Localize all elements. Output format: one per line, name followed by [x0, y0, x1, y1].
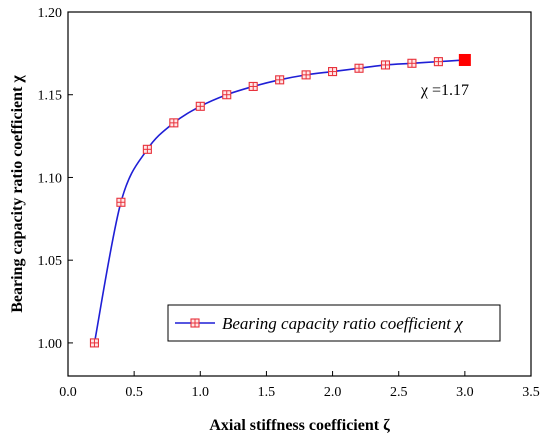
legend-box — [167, 304, 501, 342]
data-point — [169, 118, 179, 128]
data-point — [195, 101, 205, 111]
y-axis-label: Bearing capacity ratio coefficient χ — [9, 75, 26, 313]
x-axis-ticks: 0.0 0.5 1.0 1.5 2.0 2.5 3.0 3.5 — [59, 371, 540, 400]
data-point — [433, 57, 443, 67]
plot-frame — [67, 11, 532, 377]
data-point — [328, 67, 338, 77]
data-point — [248, 81, 258, 92]
legend-label: Bearing capacity ratio coefficient χ — [222, 314, 463, 333]
legend-marker — [190, 318, 200, 328]
y-tick-label: 1.05 — [38, 254, 63, 269]
x-tick-label: 3.5 — [522, 385, 540, 400]
y-axis-ticks: 1.00 1.05 1.10 1.15 1.20 — [38, 6, 73, 352]
x-tick-label: 1.5 — [258, 385, 276, 400]
data-point — [301, 70, 311, 80]
x-axis-label: Axial stiffness coefficient ζ — [209, 417, 390, 434]
x-tick-label: 1.0 — [192, 385, 210, 400]
x-tick-label: 0.0 — [59, 385, 77, 400]
y-tick-label: 1.15 — [38, 89, 63, 104]
data-point — [222, 90, 232, 100]
x-tick-label: 3.0 — [456, 385, 474, 400]
data-point — [380, 60, 391, 70]
legend-marker-sample — [190, 318, 200, 328]
x-tick-label: 2.0 — [324, 385, 342, 400]
y-tick-label: 1.10 — [38, 171, 63, 186]
data-point — [354, 63, 364, 73]
data-point — [275, 75, 285, 85]
y-tick-label: 1.00 — [38, 337, 63, 352]
series-line — [93, 59, 465, 344]
data-point — [89, 338, 100, 348]
legend: Bearing capacity ratio coefficient χ — [167, 304, 501, 342]
x-tick-label: 2.5 — [390, 385, 408, 400]
series-markers — [89, 57, 443, 348]
annotation-marker — [458, 53, 471, 66]
data-point — [116, 197, 126, 207]
data-point — [407, 58, 417, 68]
y-tick-label: 1.20 — [38, 6, 63, 21]
x-tick-label: 0.5 — [125, 385, 143, 400]
data-point — [142, 144, 152, 154]
annotation-label: χ =1.17 — [420, 82, 469, 99]
